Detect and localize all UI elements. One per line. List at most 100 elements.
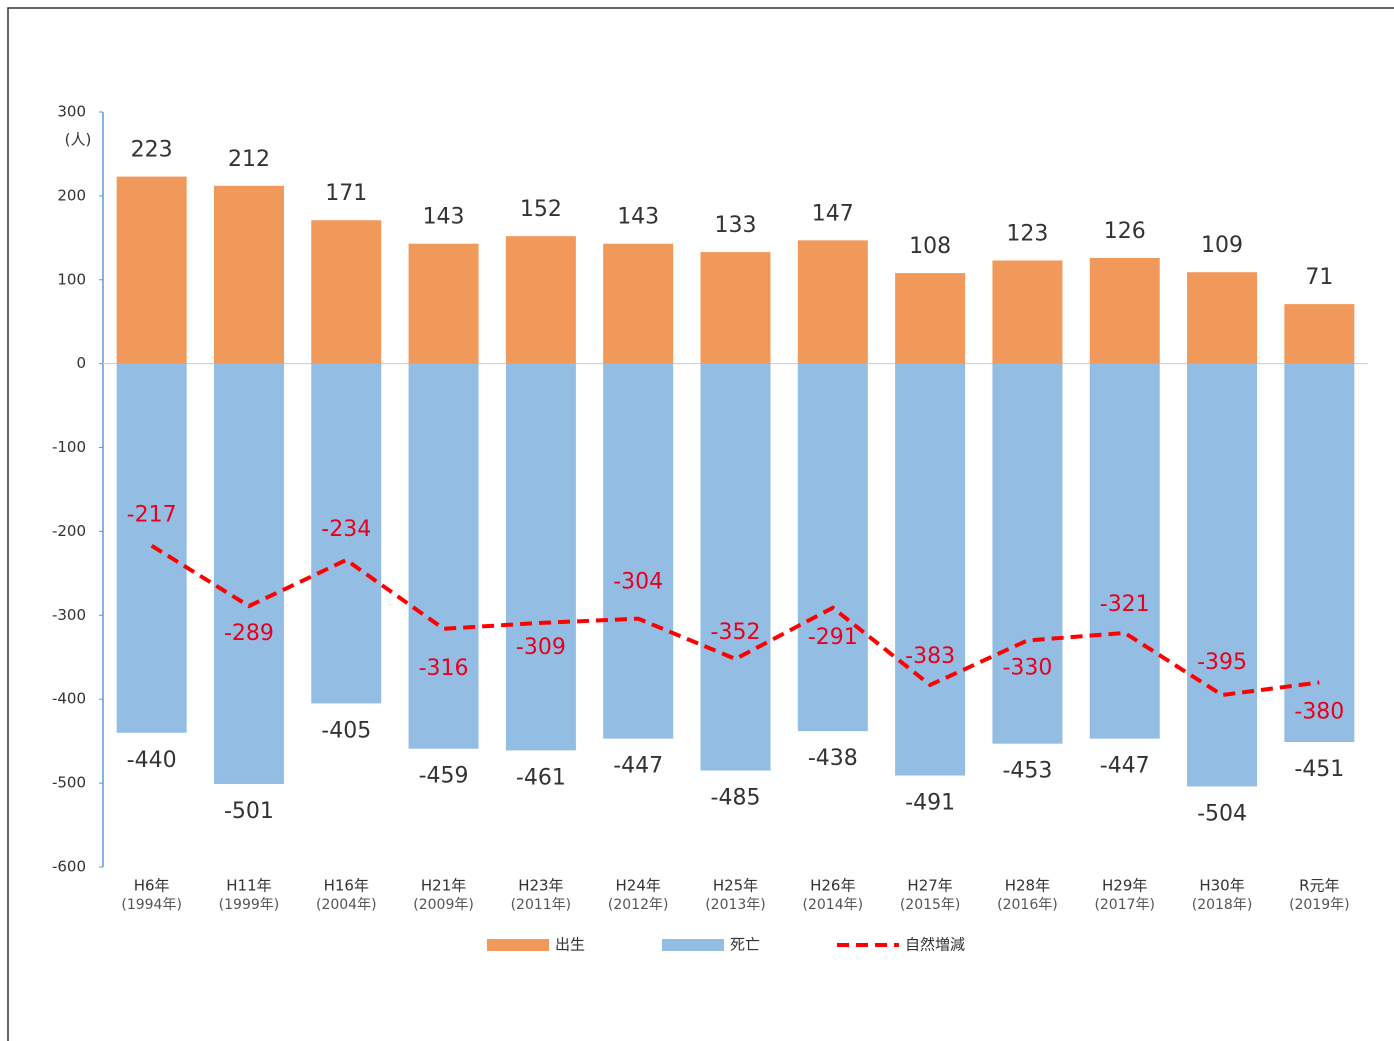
x-tick-label: H28年 <box>1005 877 1050 895</box>
line-data-label: -234 <box>321 517 371 542</box>
data-label: 126 <box>1104 219 1146 244</box>
data-label: 133 <box>715 213 757 238</box>
bar <box>1187 363 1258 787</box>
y-tick-label: 100 <box>57 270 86 288</box>
y-tick-label: -300 <box>52 606 86 624</box>
x-tick-sublabel: (2009年) <box>413 897 474 913</box>
bar <box>505 363 576 751</box>
line-data-label: -321 <box>1100 592 1150 617</box>
data-label: 171 <box>325 181 367 206</box>
x-tick-label: R元年 <box>1299 877 1339 895</box>
data-label: -405 <box>321 718 371 743</box>
x-tick-label: H30年 <box>1199 877 1244 895</box>
x-tick-sublabel: (2004年) <box>316 897 377 913</box>
data-label: 152 <box>520 197 562 222</box>
y-tick-label: -200 <box>52 522 86 540</box>
data-label: 109 <box>1201 233 1243 258</box>
y-tick-label: 300 <box>57 103 86 121</box>
data-label: -451 <box>1294 757 1344 782</box>
bar <box>311 363 382 704</box>
line-data-label: -330 <box>1002 656 1052 681</box>
bar <box>311 220 382 364</box>
bar <box>213 363 284 784</box>
bar <box>505 236 576 364</box>
bar <box>700 252 771 364</box>
bar <box>895 273 966 364</box>
x-tick-label: H27年 <box>907 877 952 895</box>
bar <box>213 185 284 364</box>
legend-swatch <box>487 939 549 951</box>
y-tick-label: 200 <box>57 186 86 204</box>
data-label: -461 <box>516 765 566 790</box>
data-label: 71 <box>1305 265 1333 290</box>
y-tick-label: -400 <box>52 690 86 708</box>
data-label: 143 <box>423 205 465 230</box>
bar <box>895 363 966 776</box>
line-data-label: -383 <box>905 644 955 669</box>
x-tick-label: H16年 <box>324 877 369 895</box>
data-label: -447 <box>1100 754 1150 779</box>
x-tick-sublabel: (2017年) <box>1094 897 1155 913</box>
bar <box>603 243 674 364</box>
x-tick-label: H21年 <box>421 877 466 895</box>
data-label: 223 <box>131 138 173 163</box>
x-tick-sublabel: (2013年) <box>705 897 766 913</box>
data-label: -459 <box>419 764 469 789</box>
bar <box>1284 363 1355 743</box>
data-label: -504 <box>1197 801 1247 826</box>
data-label: -491 <box>905 791 955 816</box>
data-label: -485 <box>711 786 761 811</box>
x-tick-sublabel: (2018年) <box>1192 897 1253 913</box>
data-label: -447 <box>613 754 663 779</box>
x-tick-sublabel: (2019年) <box>1289 897 1350 913</box>
x-tick-sublabel: (2012年) <box>608 897 669 913</box>
bar <box>1187 272 1258 364</box>
data-label: -501 <box>224 799 274 824</box>
bar <box>797 240 868 364</box>
legend-label: 自然増減 <box>905 936 965 954</box>
x-tick-sublabel: (1994年) <box>121 897 182 913</box>
line-data-label: -380 <box>1294 699 1344 724</box>
bar <box>116 363 187 733</box>
bar <box>1089 363 1160 739</box>
x-tick-sublabel: (2015年) <box>900 897 961 913</box>
data-label: 123 <box>1006 221 1048 246</box>
bar <box>1089 257 1160 364</box>
bar <box>992 260 1063 364</box>
y-tick-label: 0 <box>76 354 86 372</box>
legend-swatch <box>662 939 725 951</box>
data-label: 143 <box>617 205 659 230</box>
bar <box>408 243 479 364</box>
line-data-label: -304 <box>613 570 663 595</box>
x-tick-sublabel: (1999年) <box>219 897 280 913</box>
bar <box>992 363 1063 744</box>
x-tick-label: H23年 <box>518 877 563 895</box>
line-data-label: -316 <box>419 656 469 681</box>
legend-label: 死亡 <box>730 936 760 954</box>
data-label: -453 <box>1002 759 1052 784</box>
data-label: -438 <box>808 746 858 771</box>
line-data-label: -352 <box>711 620 761 645</box>
y-unit: (人) <box>65 131 92 149</box>
y-tick-label: -600 <box>52 858 86 876</box>
bar <box>408 363 479 749</box>
line-data-label: -309 <box>516 635 566 660</box>
x-tick-sublabel: (2014年) <box>803 897 864 913</box>
y-tick-label: -100 <box>52 438 86 456</box>
chart-border <box>7 7 1394 1041</box>
line-data-label: -217 <box>127 503 177 528</box>
line-data-label: -291 <box>808 625 858 650</box>
x-tick-label: H6年 <box>134 877 170 895</box>
bar <box>700 363 771 771</box>
x-tick-label: H25年 <box>713 877 758 895</box>
x-tick-label: H11年 <box>226 877 271 895</box>
x-tick-label: H26年 <box>810 877 855 895</box>
x-tick-sublabel: (2011年) <box>511 897 572 913</box>
bar <box>797 363 868 732</box>
bar <box>603 363 674 739</box>
bar <box>1284 304 1355 364</box>
x-tick-sublabel: (2016年) <box>997 897 1058 913</box>
line-data-label: -395 <box>1197 650 1247 675</box>
bar <box>116 176 187 364</box>
